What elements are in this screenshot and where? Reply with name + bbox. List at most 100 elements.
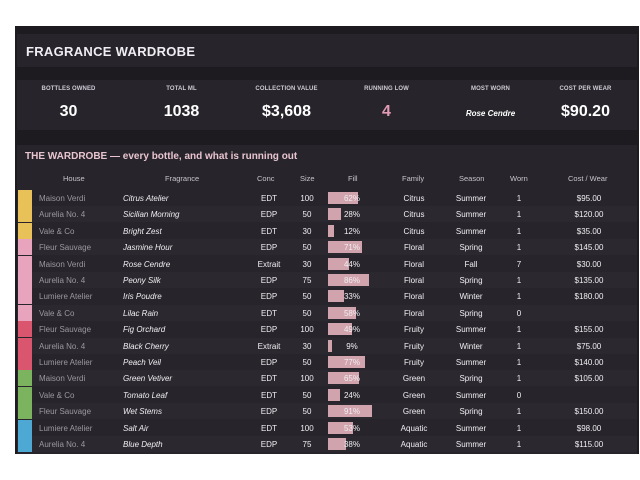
fragrance-cell: Wet Stems xyxy=(123,407,162,417)
fill-level-bar xyxy=(328,438,347,450)
table-row[interactable]: Fleur Sauvage Wet Stems EDP 50 Green Spring 1 $… xyxy=(17,403,637,420)
fill-level-bar xyxy=(328,257,350,270)
fill-level-bar xyxy=(328,323,352,336)
fragrance-cell: Citrus Atelier xyxy=(123,194,169,203)
house-cell: Aurelia No. 4 xyxy=(39,210,86,220)
table-row[interactable]: Vale & Co Lilac Rain EDT 50 Floral Spring 0 58% xyxy=(17,304,637,321)
kpi-label: COLLECTION VALUE xyxy=(255,86,318,92)
kpi-value: Rose Cendre xyxy=(465,109,516,118)
season-cell: Spring xyxy=(459,243,483,253)
table-row[interactable]: Maison Verdi Rose Cendre Extrait 30 Floral Fa… xyxy=(17,255,637,272)
family-cell: Green xyxy=(402,374,426,384)
table-row[interactable]: Lumiere Atelier Peach Veil EDP 50 Fruity Summ… xyxy=(17,354,637,370)
table-row[interactable]: Fleur Sauvage Fig Orchard EDP 100 Fruity Summ… xyxy=(17,321,637,338)
concentration-cell: EDT xyxy=(261,194,277,203)
family-color-swatch xyxy=(18,321,32,338)
worn-cell: 1 xyxy=(516,194,522,203)
fill-level-bar xyxy=(328,372,360,385)
fill-percent-label: 86% xyxy=(343,276,360,285)
table-row[interactable]: Fleur Sauvage Jasmine Hour EDP 50 Floral Spri… xyxy=(17,239,637,256)
concentration-cell: EDP xyxy=(260,243,278,253)
cost-per-wear-cell: $140.00 xyxy=(574,358,604,367)
cost-per-wear-cell: $98.00 xyxy=(576,423,602,433)
kpi-label: MOST WORN xyxy=(471,86,510,92)
fill-level-bar xyxy=(328,388,340,401)
column-header-cost-per-wear: Cost / Wear xyxy=(568,174,608,183)
family-color-swatch xyxy=(18,436,32,452)
fill-percent-label: 9% xyxy=(346,341,358,351)
table-row[interactable]: Aurelia No. 4 Peony Silk EDP 75 Floral Spring… xyxy=(17,272,637,288)
season-cell: Summer xyxy=(455,210,487,220)
table-row[interactable]: Aurelia No. 4 Black Cherry Extrait 30 Fruity… xyxy=(17,337,637,354)
column-header-house: House xyxy=(63,174,85,183)
family-cell: Fruity xyxy=(404,341,424,351)
fill-percent-label: 53% xyxy=(343,423,360,433)
family-cell: Citrus xyxy=(403,210,425,220)
worn-cell: 1 xyxy=(516,226,522,236)
size-cell: 75 xyxy=(302,440,312,449)
family-color-swatch xyxy=(18,206,32,223)
house-cell: Aurelia No. 4 xyxy=(39,341,86,351)
house-cell: Maison Verdi xyxy=(39,194,86,203)
kpi-value: $90.20 xyxy=(561,103,610,120)
house-cell: Lumiere Atelier xyxy=(39,423,93,433)
fill-percent-label: 77% xyxy=(343,358,360,367)
house-cell: Vale & Co xyxy=(39,390,75,400)
family-cell: Floral xyxy=(403,259,424,269)
cost-per-wear-cell: $105.00 xyxy=(574,374,604,384)
size-cell: 75 xyxy=(302,276,312,285)
house-cell: Vale & Co xyxy=(39,226,75,236)
worn-cell: 1 xyxy=(516,210,522,220)
table-row[interactable]: Aurelia No. 4 Sicilian Morning EDP 50 Citrus… xyxy=(17,206,637,223)
fill-level-bar xyxy=(328,241,363,254)
wardrobe-sheet: FRAGRANCE WARDROBE BOTTLES OWNED 30 TOTA… xyxy=(15,26,639,454)
family-cell: Green xyxy=(402,390,426,400)
house-cell: Fleur Sauvage xyxy=(39,407,92,417)
concentration-cell: EDP xyxy=(260,440,278,449)
fill-level-bar xyxy=(328,306,356,319)
season-cell: Spring xyxy=(459,308,483,318)
table-row[interactable]: Maison Verdi Citrus Atelier EDT 100 Citrus Su… xyxy=(17,190,637,206)
size-cell: 30 xyxy=(302,341,312,351)
table-row[interactable]: Lumiere Atelier Iris Poudre EDP 50 Floral Win… xyxy=(17,288,637,305)
fill-percent-label: 65% xyxy=(343,374,360,384)
table-row[interactable]: Aurelia No. 4 Blue Depth EDP 75 Aquatic Summe… xyxy=(17,436,637,452)
family-cell: Fruity xyxy=(404,325,424,335)
worn-cell: 0 xyxy=(516,390,522,400)
house-cell: Aurelia No. 4 xyxy=(39,276,86,285)
size-cell: 100 xyxy=(300,374,314,384)
fill-level-bar xyxy=(328,192,358,204)
size-cell: 30 xyxy=(302,259,312,269)
fill-level-bar xyxy=(328,274,370,286)
fragrance-cell: Fig Orchard xyxy=(123,325,166,335)
concentration-cell: EDP xyxy=(260,276,278,285)
worn-cell: 0 xyxy=(516,308,522,318)
fill-percent-label: 71% xyxy=(343,243,360,253)
kpi-cost-per-wear: COST PER WEAR $90.20 xyxy=(534,80,637,130)
family-cell: Aquatic xyxy=(400,440,428,449)
fill-percent-label: 28% xyxy=(343,210,360,220)
kpi-label: RUNNING LOW xyxy=(364,86,409,92)
table-row[interactable]: Lumiere Atelier Salt Air EDT 100 Aquatic Summ… xyxy=(17,419,637,436)
season-cell: Summer xyxy=(455,226,487,236)
house-cell: Lumiere Atelier xyxy=(39,358,93,367)
size-cell: 100 xyxy=(300,423,314,433)
season-cell: Summer xyxy=(455,390,487,400)
concentration-cell: EDP xyxy=(260,407,278,417)
concentration-cell: EDT xyxy=(261,226,277,236)
fragrance-cell: Iris Poudre xyxy=(123,292,162,302)
fragrance-cell: Bright Zest xyxy=(123,226,162,236)
worn-cell: 1 xyxy=(516,423,522,433)
concentration-cell: EDP xyxy=(260,358,278,367)
season-cell: Summer xyxy=(455,325,487,335)
table-row[interactable]: Maison Verdi Green Vetiver EDT 100 Green Spri… xyxy=(17,370,637,387)
concentration-cell: EDP xyxy=(260,210,278,220)
family-color-swatch xyxy=(18,239,32,256)
cost-per-wear-cell: $155.00 xyxy=(574,325,604,335)
kpi-strip: BOTTLES OWNED 30 TOTAL ML 1038 COLLECTIO… xyxy=(17,80,637,130)
season-cell: Spring xyxy=(459,407,483,417)
table-row[interactable]: Vale & Co Tomato Leaf EDT 50 Green Summer 0 24% xyxy=(17,386,637,403)
fragrance-cell: Black Cherry xyxy=(123,341,169,351)
table-row[interactable]: Vale & Co Bright Zest EDT 30 Citrus Summer 1 $3… xyxy=(17,222,637,239)
size-cell: 100 xyxy=(300,194,314,203)
